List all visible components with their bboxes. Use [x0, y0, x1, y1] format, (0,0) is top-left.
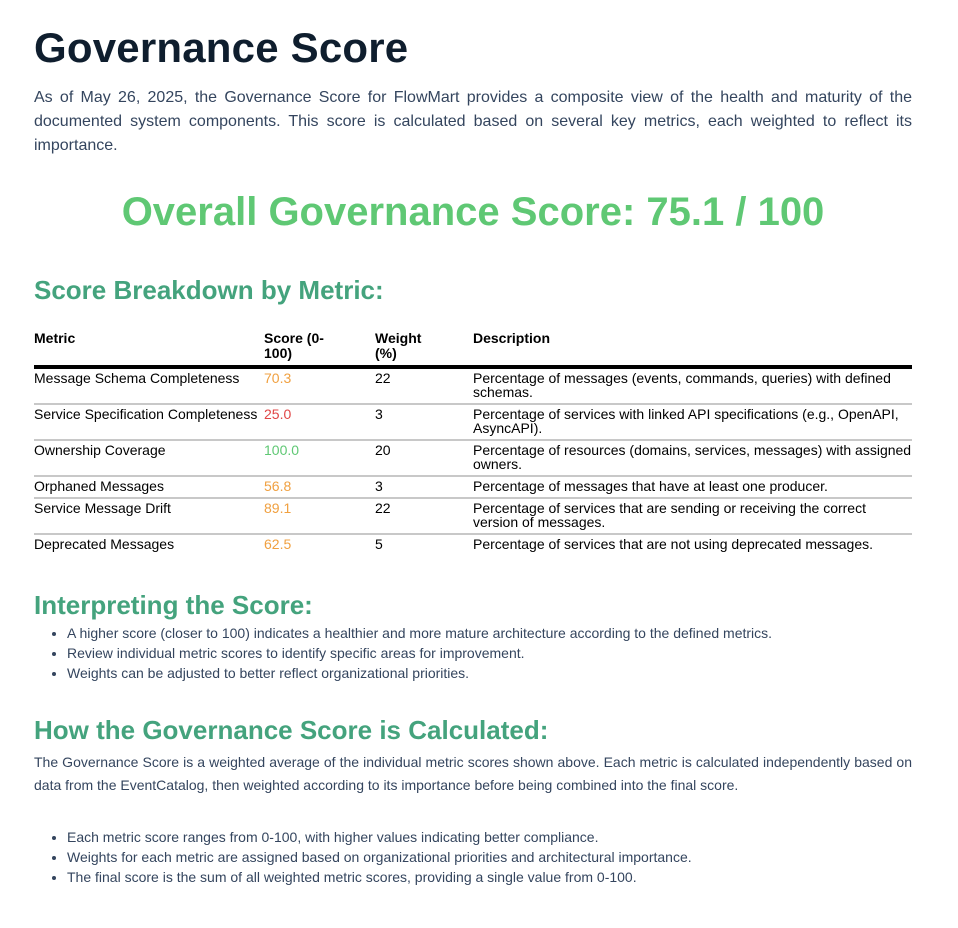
score-cell: 25.0	[264, 404, 375, 441]
description-cell: Percentage of services with linked API s…	[473, 404, 912, 441]
weight-cell: 5	[375, 536, 383, 552]
list-item: The final score is the sum of all weight…	[67, 867, 912, 887]
score-cell: 100.0	[264, 440, 375, 477]
weight-cell: 20	[375, 440, 473, 477]
weight-cell: 22	[375, 367, 473, 405]
intro-paragraph: As of May 26, 2025, the Governance Score…	[34, 89, 912, 154]
metric-cell: Deprecated Messages	[34, 536, 175, 552]
metric-cell: Service Specification Completeness	[34, 404, 264, 441]
metric-cell: Ownership Coverage	[34, 440, 264, 477]
score-cell: 70.3	[264, 367, 375, 405]
metric-cell: Service Message Drift	[34, 498, 264, 535]
weight-cell: 22	[375, 498, 473, 535]
table-row: Orphaned Messages 56.8 3 Percentage of mess…	[34, 476, 912, 499]
table-row: Service Specification Completeness 25.0 3 P…	[34, 404, 912, 441]
column-header-description: Description	[473, 329, 912, 369]
score-cell: 56.8	[264, 476, 375, 499]
description-cell: Percentage of messages that have at leas…	[473, 476, 912, 499]
weight-cell: 3	[375, 404, 473, 441]
table-row: Deprecated Messages 62.5 5 Percentage of se…	[34, 534, 912, 555]
table-header-row: Metric Score (0-100) Weight (%) Descript…	[34, 329, 912, 369]
breakdown-heading: Score Breakdown by Metric:	[34, 275, 384, 305]
table-row: Ownership Coverage 100.0 20 Percentage of r…	[34, 440, 912, 477]
description-cell: Percentage of services that are not usin…	[473, 536, 874, 552]
description-cell: Percentage of messages (events, commands…	[473, 367, 912, 405]
column-header-metric: Metric	[34, 329, 264, 369]
overall-score: Overall Governance Score: 75.1 / 100	[121, 190, 825, 234]
page-title: Governance Score	[34, 24, 409, 71]
calculation-heading: How the Governance Score is Calculated:	[34, 715, 549, 745]
list-item: Review individual metric scores to ident…	[67, 643, 912, 663]
metric-cell: Message Schema Completeness	[34, 367, 264, 405]
description-cell: Percentage of services that are sending …	[473, 498, 912, 535]
calculation-list: Each metric score ranges from 0-100, wit…	[34, 827, 912, 887]
interpreting-list: A higher score (closer to 100) indicates…	[34, 623, 912, 683]
table-row: Service Message Drift 89.1 22 Percentage of…	[34, 498, 912, 535]
column-header-score: Score (0-100)	[264, 329, 375, 369]
list-item: Each metric score ranges from 0-100, wit…	[67, 827, 912, 847]
score-cell: 62.5	[264, 536, 292, 552]
weight-cell: 3	[375, 476, 473, 499]
interpreting-heading: Interpreting the Score:	[34, 590, 313, 620]
table-row: Message Schema Completeness 70.3 22 Percent…	[34, 367, 912, 405]
calculation-paragraph: The Governance Score is a weighted avera…	[34, 754, 912, 793]
metric-cell: Orphaned Messages	[34, 476, 264, 499]
list-item: A higher score (closer to 100) indicates…	[67, 623, 912, 643]
column-header-weight: Weight (%)	[375, 329, 473, 369]
score-cell: 89.1	[264, 498, 375, 535]
metrics-table: Metric Score (0-100) Weight (%) Descript…	[34, 329, 912, 555]
list-item: Weights can be adjusted to better reflec…	[67, 663, 912, 683]
list-item: Weights for each metric are assigned bas…	[67, 847, 912, 867]
description-cell: Percentage of resources (domains, servic…	[473, 440, 912, 477]
